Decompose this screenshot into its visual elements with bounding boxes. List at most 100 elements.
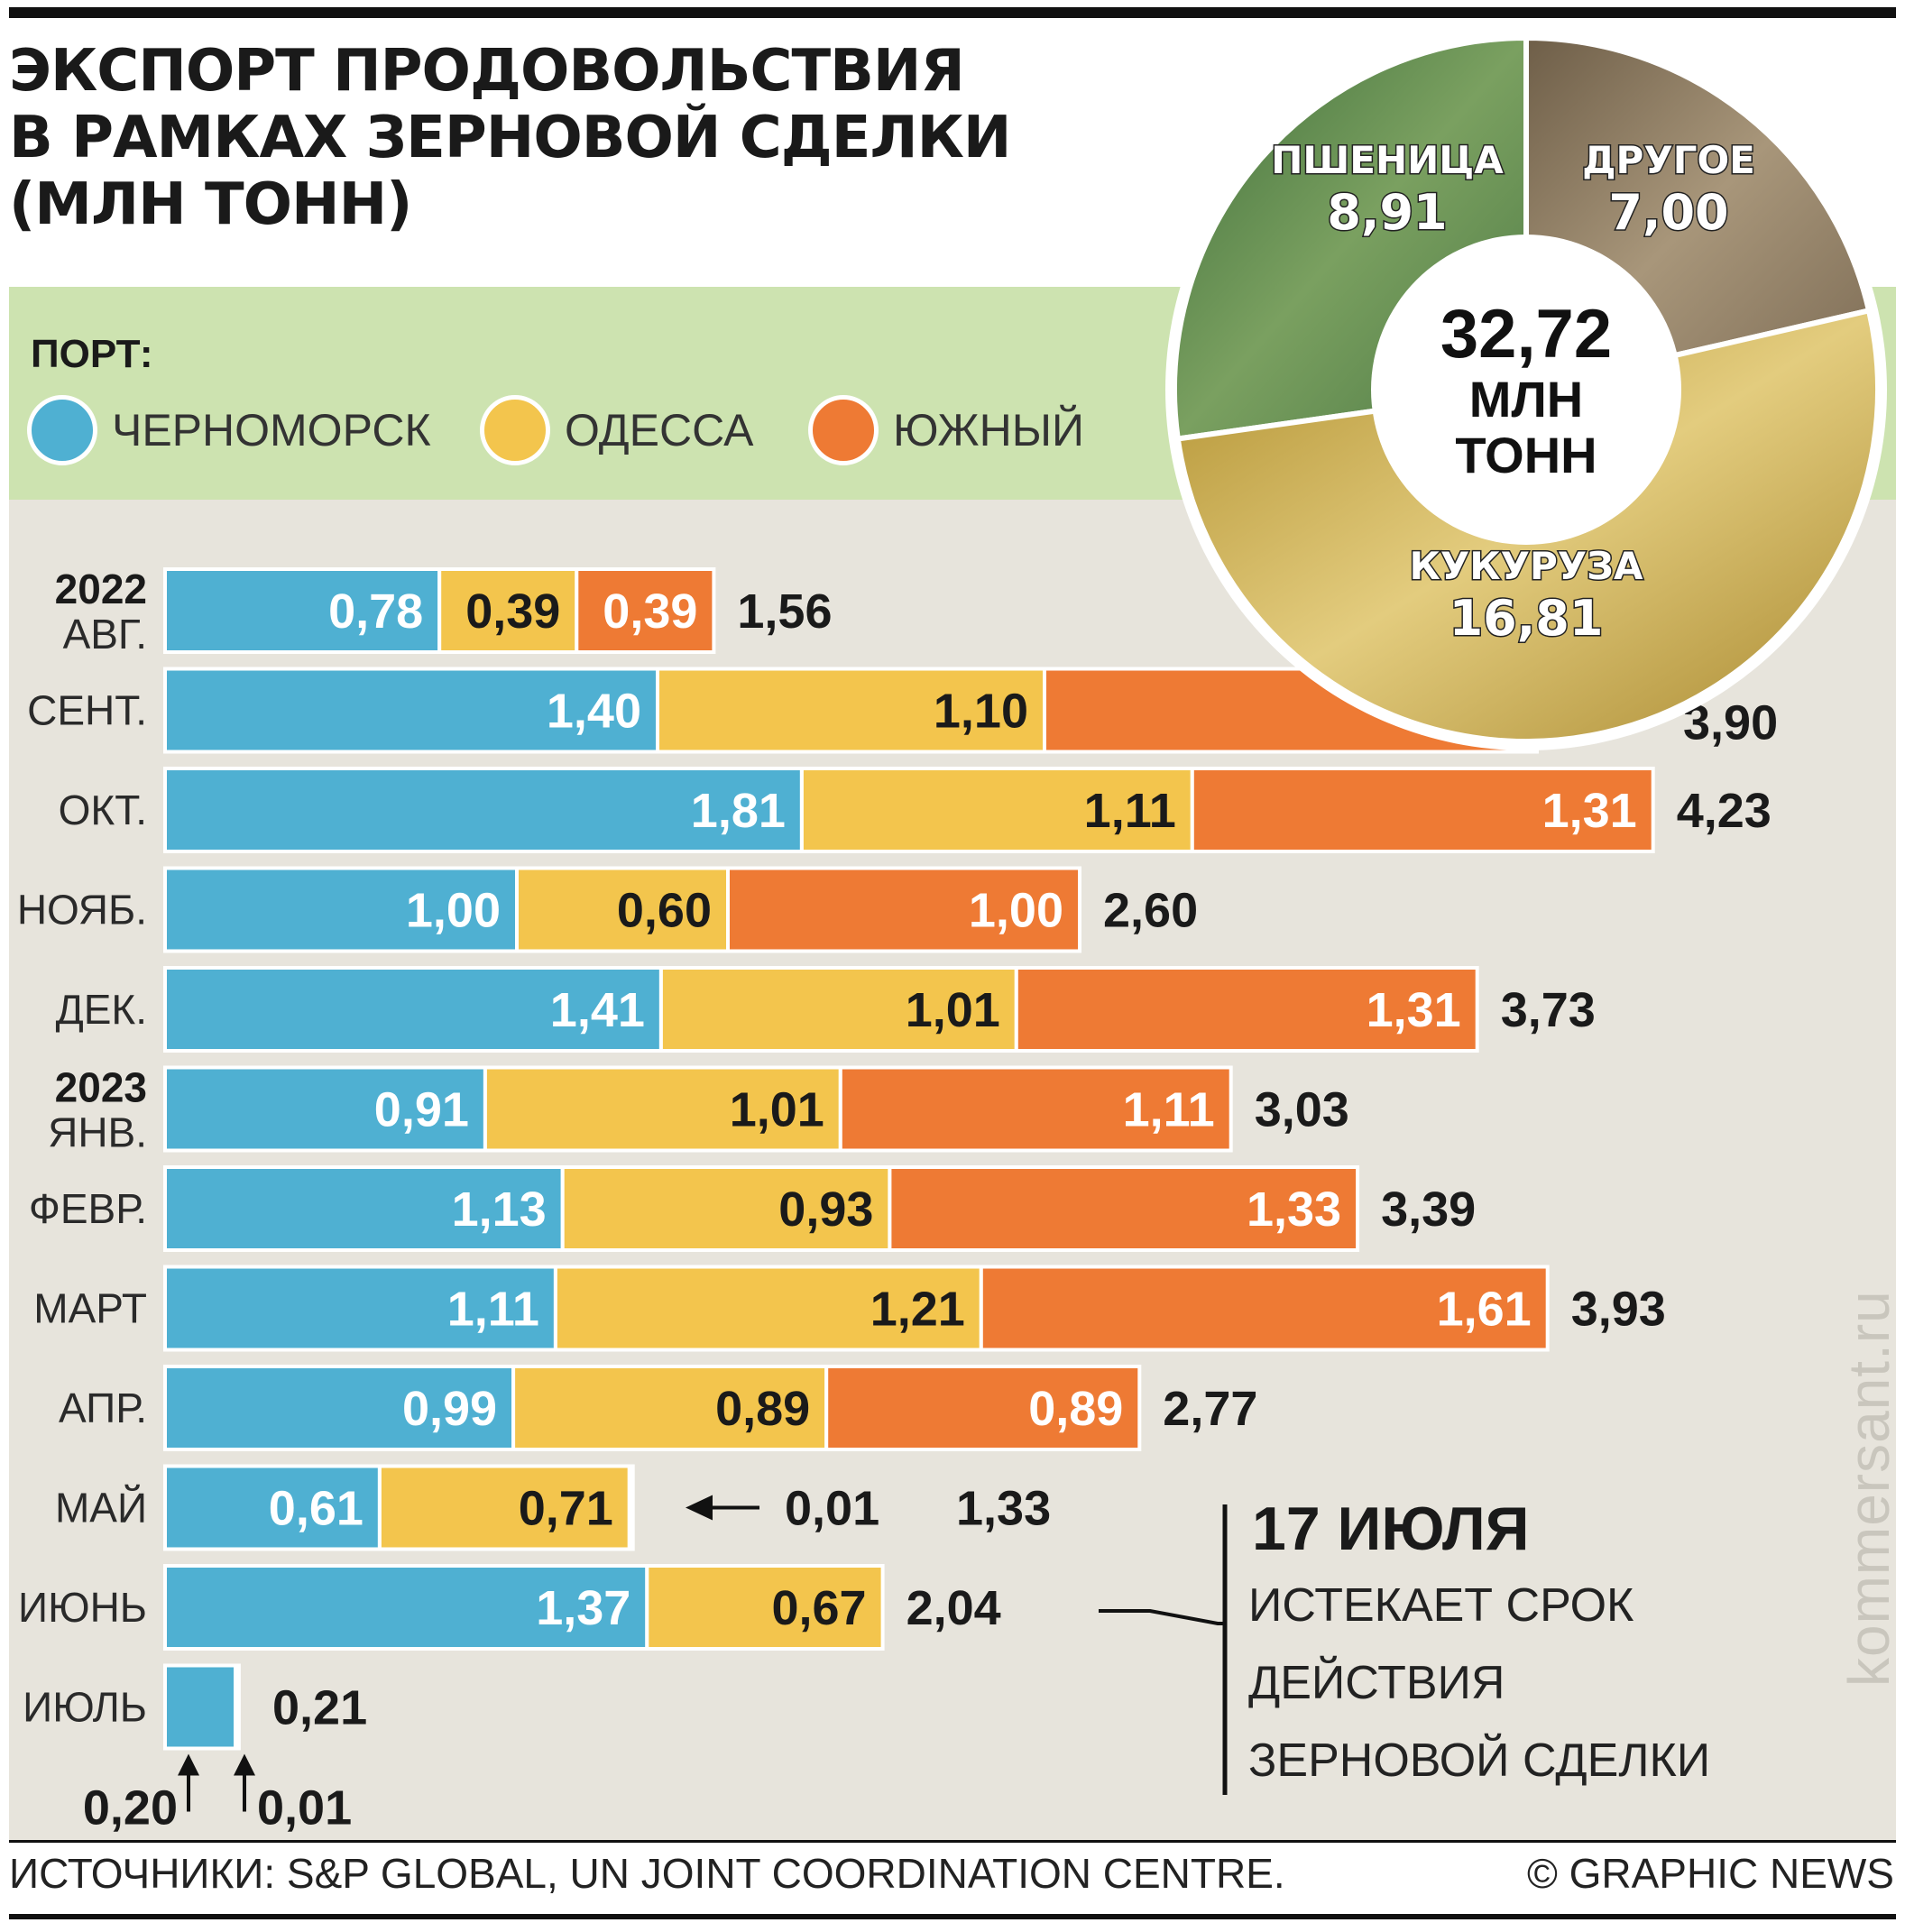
bar-row-4: 1,00 0,60 1,00 НОЯБ. bbox=[17, 866, 1081, 953]
bar-row-7: 1,13 0,93 1,33 ФЕВР. bbox=[29, 1165, 1360, 1252]
bar-total-label: 3,73 bbox=[1501, 983, 1596, 1037]
category-month-label: МАРТ bbox=[33, 1285, 147, 1332]
watermark: kommersant.ru bbox=[1836, 1290, 1901, 1687]
pie-slice-value: 7,00 bbox=[1608, 184, 1728, 241]
category-month-label: ИЮЛЬ bbox=[23, 1684, 147, 1731]
legend-swatch-chernomorsk bbox=[27, 395, 97, 465]
bar-value-label: 0,99 bbox=[402, 1382, 497, 1436]
pie-slice-name: ДРУГОЕ bbox=[1582, 138, 1755, 182]
callout-arrowhead bbox=[686, 1495, 713, 1521]
bar-value-label: 1,33 bbox=[1247, 1182, 1341, 1237]
category-year-label: 2022 bbox=[55, 566, 147, 612]
bar-segment-2-row-2 bbox=[656, 667, 1046, 754]
bar-row-2: 1,401,101,40СЕНТ. bbox=[27, 667, 1539, 754]
bar-value-label: 1,61 bbox=[1437, 1283, 1532, 1337]
bar-total-label: 3,03 bbox=[1255, 1083, 1349, 1137]
bar-row-3: 1,81 1,11 1,31 ОКТ. bbox=[59, 767, 1655, 853]
legend-swatch-odessa bbox=[480, 395, 550, 465]
category-month-label: МАЙ bbox=[55, 1485, 147, 1532]
pie-total-value: 32,72 bbox=[1440, 296, 1612, 373]
pie-total-unit: ТОНН bbox=[1455, 427, 1597, 483]
bar-value-label: 1,13 bbox=[452, 1182, 547, 1237]
note-line-1: ИСТЕКАЕТ СРОК bbox=[1248, 1579, 1634, 1632]
bar-segment-2-row-12 bbox=[234, 1663, 241, 1751]
category-month-label: НОЯБ. bbox=[17, 887, 147, 934]
title-line-3: (МЛН ТОНН) bbox=[9, 171, 412, 238]
callout-value-label: 0,01 bbox=[785, 1482, 879, 1536]
bar-value-label: 1,40 bbox=[547, 685, 641, 739]
callout-arrowhead bbox=[178, 1753, 199, 1776]
legend-label-chernomorsk: ЧЕРНОМОРСК bbox=[112, 405, 431, 455]
bar-value-label: 0,60 bbox=[617, 884, 712, 938]
title-line-2: В РАМКАХ ЗЕРНОВОЙ СДЕЛКИ bbox=[9, 105, 1011, 171]
note-date: 17 ИЮЛЯ bbox=[1252, 1495, 1530, 1563]
bar-segment-3-row-9 bbox=[824, 1365, 1142, 1451]
bar-value-label: 1,11 bbox=[447, 1283, 539, 1337]
legend-item-odessa: ОДЕССА bbox=[480, 390, 753, 471]
bar-value-label: 1,00 bbox=[969, 884, 1063, 938]
category-month-label: СЕНТ. bbox=[27, 687, 147, 734]
bar-total-label: 3,39 bbox=[1381, 1182, 1476, 1237]
legend-label-odessa: ОДЕССА bbox=[565, 405, 754, 455]
legend-item-yuzhny: ЮЖНЫЙ bbox=[808, 390, 1084, 471]
copyright-text: © GRAPHIC NEWS bbox=[1526, 1850, 1894, 1897]
pie-slice-value: 8,91 bbox=[1327, 184, 1447, 241]
bar-value-label: 1,11 bbox=[1123, 1083, 1215, 1137]
bar-segment-2-row-10 bbox=[377, 1464, 631, 1551]
pie-center bbox=[1371, 235, 1681, 545]
bar-segment-1-row-5 bbox=[163, 966, 663, 1053]
note-line-3: ЗЕРНОВОЙ СДЕЛКИ bbox=[1248, 1734, 1711, 1787]
bar-segment-2-row-4 bbox=[515, 866, 730, 953]
bar-value-label: 1,41 bbox=[550, 983, 645, 1037]
bar-segment-2-row-11 bbox=[645, 1564, 885, 1651]
bar-value-label: 1,31 bbox=[1542, 784, 1637, 838]
bar-segment-3-row-8 bbox=[979, 1265, 1550, 1352]
pie-total-unit: МЛН bbox=[1469, 371, 1583, 428]
bar-value-label: 0,93 bbox=[778, 1182, 873, 1237]
pie-slice-name: ПШЕНИЦА bbox=[1271, 138, 1504, 182]
bar-segment-3-row-1 bbox=[575, 567, 716, 654]
bar-row-5: 1,41 1,01 1,31 ДЕК. bbox=[56, 966, 1479, 1053]
bar-value-label: 0,61 bbox=[269, 1482, 364, 1536]
bar-row-8: 1,11 1,21 1,61 МАРТ bbox=[33, 1265, 1550, 1352]
bar-value-label: 1,37 bbox=[536, 1581, 630, 1635]
bar-value-label: 0,89 bbox=[715, 1382, 810, 1436]
bar-segment-1-row-3 bbox=[163, 767, 804, 853]
bar-total-label: 1,33 bbox=[956, 1482, 1051, 1536]
note-pointer-line bbox=[1099, 1609, 1225, 1625]
bar-total-label: 2,04 bbox=[906, 1581, 1001, 1635]
bar-segment-3-row-6 bbox=[838, 1065, 1233, 1153]
bar-value-label: 1,11 bbox=[1084, 784, 1176, 838]
category-month-label: ИЮНЬ bbox=[18, 1584, 147, 1631]
bar-segment-1-row-6 bbox=[163, 1065, 487, 1153]
bar-row-11: 1,37 0,67 ИЮНЬ bbox=[18, 1564, 885, 1651]
footer-rule-bottom bbox=[9, 1914, 1896, 1919]
bar-total-label: 0,21 bbox=[272, 1681, 367, 1735]
legend-title: ПОРТ: bbox=[31, 332, 153, 376]
bar-total-label: 1,56 bbox=[737, 584, 832, 639]
top-rule bbox=[9, 7, 1896, 18]
bar-value-label: 0,39 bbox=[465, 584, 560, 639]
bar-value-label: 0,91 bbox=[374, 1083, 469, 1137]
bar-segment-3-row-4 bbox=[726, 866, 1081, 953]
bar-value-label: 1,01 bbox=[730, 1083, 824, 1137]
bar-segment-2-row-3 bbox=[799, 767, 1194, 853]
bar-segment-3-row-10 bbox=[627, 1464, 635, 1551]
category-month-label: АВГ. bbox=[63, 611, 147, 658]
chart-title: ЭКСПОРТ ПРОДОВОЛЬСТВИЯ В РАМКАХ ЗЕРНОВОЙ… bbox=[9, 38, 1091, 238]
bar-segment-2-row-6 bbox=[483, 1065, 842, 1153]
bar-total-label: 2,77 bbox=[1163, 1382, 1257, 1436]
bar-segment-1-row-9 bbox=[163, 1365, 516, 1451]
bar-segment-1-row-12 bbox=[163, 1663, 237, 1751]
pie-slice-value: 16,81 bbox=[1449, 590, 1604, 647]
bar-segment-1-row-7 bbox=[163, 1165, 565, 1252]
bar-value-label: 1,21 bbox=[870, 1283, 965, 1337]
pie-slice-name: КУКУРУЗА bbox=[1410, 544, 1643, 588]
sources-text: ИСТОЧНИКИ: S&P GLOBAL, UN JOINT COORDINA… bbox=[9, 1850, 1285, 1897]
bar-value-label: 0,67 bbox=[771, 1581, 866, 1635]
bar-total-label: 3,93 bbox=[1571, 1283, 1666, 1337]
